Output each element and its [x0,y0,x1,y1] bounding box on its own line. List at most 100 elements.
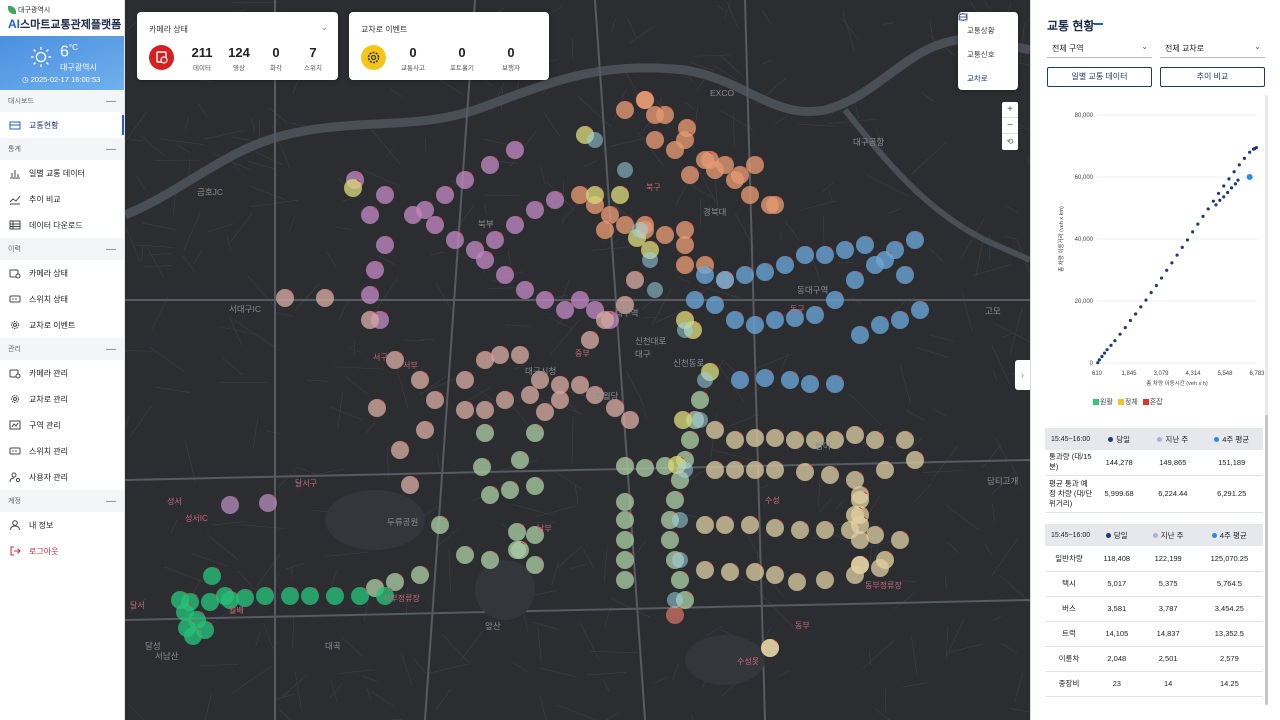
traffic-marker[interactable] [536,403,554,421]
nav-item[interactable]: 교통현황 [0,112,124,138]
traffic-marker[interactable] [646,106,664,124]
nav-item[interactable]: 교차로 이벤트 [0,312,124,338]
traffic-marker[interactable] [536,291,554,309]
traffic-marker[interactable] [876,251,894,269]
traffic-marker[interactable] [511,346,529,364]
traffic-marker[interactable] [616,511,634,529]
zoom-in-button[interactable]: + [1002,102,1018,118]
traffic-marker[interactable] [526,201,544,219]
traffic-marker[interactable] [716,156,734,174]
traffic-marker[interactable] [301,587,319,605]
traffic-marker[interactable] [556,301,574,319]
traffic-marker[interactable] [696,266,714,284]
collapse-icon[interactable]: — [106,343,116,355]
traffic-marker[interactable] [676,131,694,149]
traffic-marker[interactable] [476,424,494,442]
traffic-marker[interactable] [596,221,614,239]
traffic-marker[interactable] [706,461,724,479]
traffic-marker[interactable] [676,221,694,239]
traffic-marker[interactable] [411,566,429,584]
nav-item[interactable]: 스위치 관리 [0,438,124,464]
traffic-marker[interactable] [401,476,419,494]
traffic-marker[interactable] [741,516,759,534]
traffic-marker[interactable] [587,132,603,148]
traffic-marker[interactable] [446,231,464,249]
traffic-marker[interactable] [476,251,494,269]
traffic-marker[interactable] [726,461,744,479]
traffic-marker[interactable] [516,281,534,299]
traffic-marker[interactable] [681,166,699,184]
nav-section-header[interactable]: 관리 — [0,338,124,360]
traffic-marker[interactable] [726,311,744,329]
traffic-marker[interactable] [906,231,924,249]
traffic-marker[interactable] [761,639,779,657]
traffic-marker[interactable] [361,206,379,224]
traffic-marker[interactable] [756,369,774,387]
traffic-marker[interactable] [216,587,234,605]
traffic-marker[interactable] [526,477,544,495]
nav-item[interactable]: 데이터 다운로드 [0,212,124,238]
nav-section-header[interactable]: 이력 — [0,238,124,260]
traffic-marker[interactable] [696,561,714,579]
traffic-marker[interactable] [616,571,634,589]
traffic-marker[interactable] [674,411,692,429]
traffic-marker[interactable] [491,346,509,364]
collapse-icon[interactable]: — [106,143,116,155]
traffic-marker[interactable] [632,222,648,238]
traffic-marker[interactable] [826,375,844,393]
traffic-marker[interactable] [677,462,693,478]
traffic-marker[interactable] [386,351,404,369]
nav-section-header[interactable]: 대시보드 — [0,90,124,112]
traffic-marker[interactable] [426,391,444,409]
nav-section-header[interactable]: 계정 — [0,490,124,512]
traffic-marker[interactable] [456,371,474,389]
traffic-marker[interactable] [511,451,529,469]
traffic-marker[interactable] [746,563,764,581]
traffic-marker[interactable] [259,494,277,512]
panel-scrollbar[interactable] [1265,95,1268,705]
nav-item[interactable]: 스위치 상태 [0,286,124,312]
nav-item[interactable]: 교차로 관리 [0,386,124,412]
traffic-marker[interactable] [616,551,634,569]
traffic-marker[interactable] [736,266,754,284]
traffic-marker[interactable] [376,236,394,254]
traffic-marker[interactable] [526,556,544,574]
traffic-marker[interactable] [616,216,634,234]
traffic-marker[interactable] [851,491,869,509]
traffic-marker[interactable] [846,426,864,444]
nav-item[interactable]: 구역 관리 [0,412,124,438]
traffic-marker[interactable] [416,201,434,219]
traffic-marker[interactable] [221,496,239,514]
traffic-marker[interactable] [731,166,749,184]
traffic-marker[interactable] [526,424,544,442]
traffic-marker[interactable] [616,296,634,314]
traffic-marker[interactable] [788,573,806,591]
traffic-marker[interactable] [626,271,644,289]
traffic-marker[interactable] [571,376,589,394]
traffic-marker[interactable] [851,531,869,549]
traffic-marker[interactable] [876,461,894,479]
map-layer-signal[interactable]: 교통신호 [958,13,1018,66]
traffic-marker[interactable] [672,552,688,568]
traffic-marker[interactable] [826,291,844,309]
traffic-marker[interactable] [344,179,362,197]
traffic-marker[interactable] [521,386,539,404]
traffic-marker[interactable] [846,471,864,489]
traffic-marker[interactable] [667,592,683,608]
traffic-marker[interactable] [746,156,764,174]
traffic-marker[interactable] [806,431,824,449]
traffic-marker[interactable] [697,372,713,388]
traffic-marker[interactable] [376,587,394,605]
traffic-marker[interactable] [351,587,369,605]
trend-compare-button[interactable]: 추이 비교 [1160,67,1265,87]
intersection-event-card[interactable]: 교차로 이벤트 0 교통사고 0 포트홀기 0 보행자 [349,12,549,80]
traffic-marker[interactable] [766,196,784,214]
traffic-marker[interactable] [431,516,449,534]
traffic-marker[interactable] [501,481,519,499]
traffic-marker[interactable] [666,606,684,624]
traffic-marker[interactable] [646,131,664,149]
traffic-marker[interactable] [486,231,504,249]
traffic-marker[interactable] [672,512,688,528]
traffic-marker[interactable] [426,216,444,234]
traffic-marker[interactable] [481,156,499,174]
